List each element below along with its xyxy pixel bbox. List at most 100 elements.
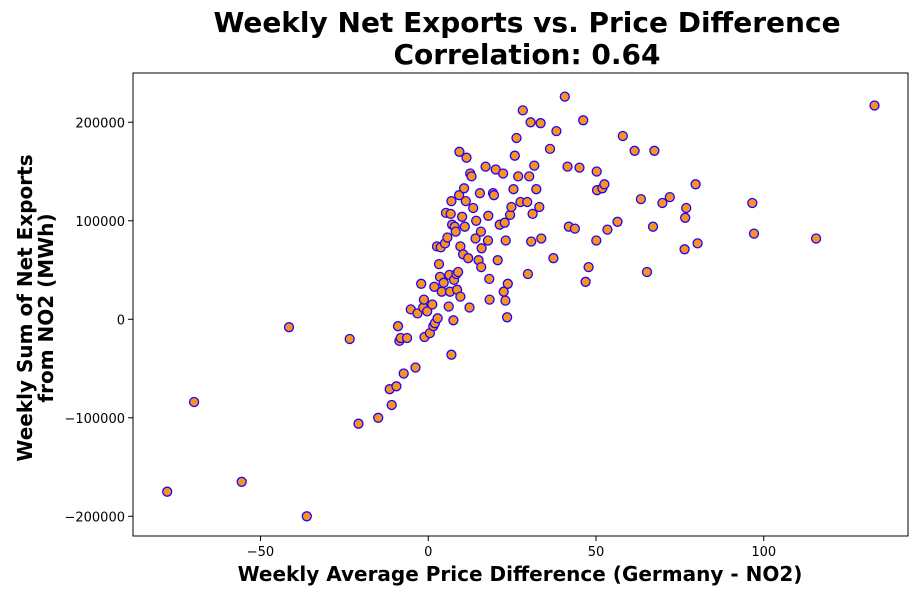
- y-tick-label: 200000: [75, 116, 125, 131]
- scatter-point: [471, 215, 482, 226]
- scatter-point: [583, 261, 594, 273]
- scatter-point: [578, 115, 589, 126]
- scatter-point: [443, 301, 454, 312]
- scatter-point: [506, 201, 517, 213]
- y-axis-label: Weekly Sum of Net Exports from NO2 (MWh): [13, 154, 58, 461]
- scatter-point: [398, 368, 409, 379]
- scatter-point: [416, 278, 427, 289]
- scatter-point: [531, 184, 542, 195]
- scatter-point: [386, 399, 397, 411]
- scatter-point: [474, 188, 486, 199]
- scatter-point: [497, 168, 509, 179]
- scatter-point: [301, 511, 312, 522]
- scatter-point: [476, 243, 487, 254]
- scatter-point: [392, 321, 404, 332]
- scatter-point: [492, 255, 503, 266]
- scatter-point: [468, 202, 479, 214]
- scatter-point: [551, 125, 562, 137]
- scatter-point: [480, 161, 491, 172]
- scatter-point: [464, 302, 475, 313]
- scatter-point: [459, 221, 470, 232]
- x-tick-label: 50: [588, 545, 605, 560]
- scatter-point: [442, 232, 453, 243]
- scatter-point: [433, 258, 445, 270]
- scatter-point: [461, 152, 472, 163]
- scatter-point: [617, 130, 628, 142]
- scatter-point: [283, 322, 295, 333]
- scatter-point: [483, 210, 494, 221]
- scatter-point: [869, 100, 880, 111]
- scatter-point: [499, 217, 510, 228]
- plot-area-frame: [132, 72, 909, 537]
- scatter-point: [455, 291, 466, 302]
- x-tick-label: 0: [424, 545, 432, 560]
- scatter-point: [748, 228, 760, 239]
- y-axis-label-line2: from NO2 (MWh): [34, 213, 58, 402]
- scatter-point: [463, 253, 474, 264]
- scatter-point: [548, 253, 559, 264]
- scatter-point: [562, 161, 573, 172]
- scatter-point: [429, 281, 440, 292]
- scatter-point: [509, 150, 520, 161]
- scatter-point: [418, 294, 430, 305]
- scatter-point: [559, 91, 570, 102]
- scatter-point: [692, 238, 703, 249]
- scatter-point: [373, 412, 384, 423]
- scatter-point: [681, 202, 692, 214]
- scatter-point: [466, 171, 477, 182]
- scatter-point: [629, 145, 640, 156]
- title-text: Weekly Net Exports vs. Price Difference: [213, 6, 840, 39]
- scatter-point: [401, 332, 413, 344]
- scatter-point: [438, 277, 449, 288]
- scatter-point: [456, 211, 468, 222]
- scatter-point: [612, 216, 623, 227]
- scatter-point: [599, 179, 610, 190]
- scatter-point: [502, 278, 513, 289]
- scatter-point: [647, 221, 659, 232]
- scatter-point: [690, 179, 701, 190]
- scatter-point: [501, 312, 513, 323]
- y-tick-label: 100000: [75, 215, 125, 230]
- scatter-point: [526, 236, 537, 247]
- scatter-point: [580, 276, 591, 287]
- scatter-point: [810, 233, 822, 244]
- y-tick-label: −200000: [64, 510, 125, 525]
- scatter-point: [511, 132, 522, 144]
- y-axis-ticks: −200000 −100000 0 100000 200000: [64, 116, 133, 525]
- y-tick-label: 0: [117, 313, 125, 328]
- chart-title: Weekly Net Exports vs. Price Difference …: [213, 6, 840, 71]
- scatter-point: [454, 146, 465, 157]
- scatter-point: [484, 294, 495, 305]
- x-axis-ticks: −50 0 50 100: [247, 536, 776, 560]
- scatter-point: [488, 190, 500, 201]
- y-tick-label: −100000: [64, 412, 125, 427]
- scatter-point: [460, 195, 471, 207]
- scatter-point: [534, 201, 545, 213]
- scatter-point: [484, 273, 495, 285]
- scatter-point: [162, 486, 173, 497]
- scatter-point: [591, 235, 602, 246]
- scatter-point: [641, 266, 653, 278]
- scatter-point: [649, 145, 660, 156]
- scatter-point: [188, 396, 200, 408]
- x-axis-label: Weekly Average Price Difference (Germany…: [238, 562, 803, 586]
- scatter-point: [635, 193, 647, 205]
- scatter-point: [452, 266, 464, 278]
- scatter-point: [236, 476, 247, 487]
- scatter-point: [524, 171, 535, 182]
- scatter-point: [448, 315, 459, 326]
- scatter-point: [500, 295, 511, 306]
- subtitle-text: Correlation: 0.64: [393, 38, 660, 71]
- scatter-point: [591, 166, 602, 177]
- x-tick-label: 100: [751, 545, 776, 560]
- scatter-point: [410, 362, 421, 373]
- data-points: [162, 91, 880, 522]
- scatter-point: [657, 197, 668, 209]
- scatter-point: [508, 184, 519, 195]
- scatter-point: [522, 196, 533, 208]
- x-tick-label: −50: [247, 545, 274, 560]
- scatter-point: [453, 190, 465, 201]
- scatter-point: [476, 261, 487, 273]
- scatter-point: [679, 244, 690, 255]
- scatter-point: [458, 183, 470, 194]
